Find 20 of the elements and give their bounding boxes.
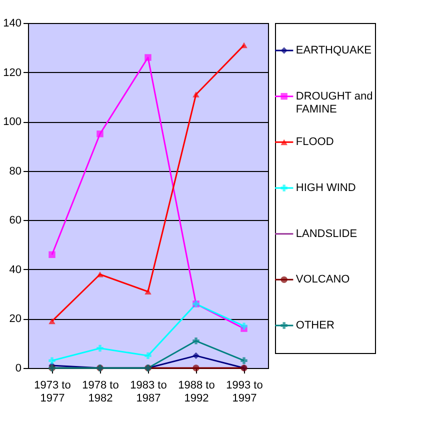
- y-tick-label: 100: [3, 116, 22, 128]
- x-tick-label: 1978 to 1982: [82, 380, 119, 404]
- x-tick-label: 1988 to 1992: [178, 380, 215, 404]
- legend-label: EARTHQUAKE: [296, 44, 372, 56]
- y-tick-label: 0: [15, 362, 22, 374]
- legend-label: HIGH WIND: [296, 182, 356, 194]
- y-tick-label: 120: [3, 66, 22, 79]
- y-tick-label: 40: [9, 264, 22, 276]
- y-tick-label: 20: [9, 313, 22, 326]
- y-tick-label: 80: [9, 165, 22, 178]
- x-tick-label: 1973 to 1977: [34, 380, 71, 404]
- legend-label: VOLCANO: [296, 274, 350, 286]
- x-tick-label: 1993 to 1997: [226, 380, 263, 404]
- y-tick-label: 60: [9, 214, 22, 227]
- legend-label: FLOOD: [296, 136, 334, 148]
- legend-label: DROUGHT and FAMINE: [296, 90, 373, 116]
- legend-label: LANDSLIDE: [296, 228, 358, 240]
- y-tick-label: 140: [3, 18, 22, 30]
- legend-label: OTHER: [296, 320, 334, 332]
- x-tick-label: 1983 to 1987: [130, 380, 167, 404]
